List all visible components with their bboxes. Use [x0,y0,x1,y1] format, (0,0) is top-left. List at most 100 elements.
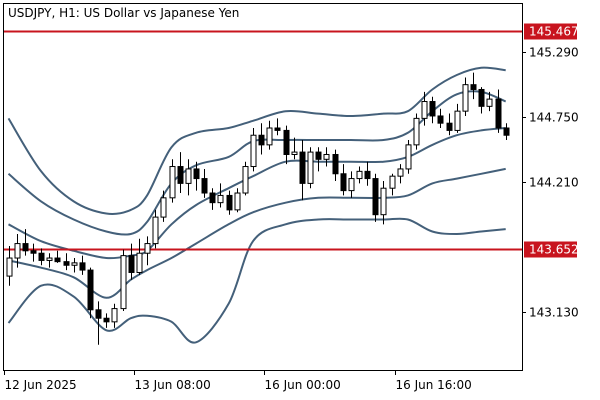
candle [446,113,453,136]
candle-body-bearish [495,98,502,129]
candle [250,128,257,172]
candle-body-bullish [413,117,420,146]
candle [136,238,143,275]
candle [22,229,29,256]
candle-body-bullish [266,127,273,146]
candle-body-bullish [160,197,167,218]
candle [79,255,86,275]
candle [291,137,298,160]
candle [87,267,94,319]
candle [429,96,436,124]
candle-body-bullish [380,187,387,216]
band-inner-lower [8,167,506,299]
candle-body-bearish [177,166,184,184]
candle [372,173,379,222]
candle [120,249,127,312]
candle-body-bullish [120,255,127,310]
candle-body-bearish [87,269,94,311]
candle-body-bearish [95,309,102,319]
y-tick-label: 143.130 [529,306,579,320]
candle [160,190,167,222]
candle [283,125,290,165]
y-tick-label: 144.750 [529,111,579,125]
candle-body-bullish [242,166,249,194]
candle-body-bullish [6,257,13,277]
candle-body-bearish [283,129,290,155]
candle-body-bullish [454,110,461,131]
candle-body-bullish [307,151,314,184]
candle-body-bearish [193,168,200,180]
candle [234,188,241,213]
x-tick-label: 13 Jun 08:00 [135,378,211,392]
candle-body-bearish [429,101,436,117]
x-tick-label: 16 Jun 00:00 [265,378,341,392]
candle [63,253,70,271]
y-tick-label: 145.290 [529,46,579,60]
candle [340,164,347,196]
candle-body-bearish [63,261,70,266]
candle-body-bearish [503,127,510,136]
candle [46,253,53,268]
candle-body-bullish [405,144,412,170]
candle-body-bearish [128,255,135,273]
band-middle [8,127,506,260]
candle-body-bullish [356,170,363,180]
candle [413,113,420,150]
x-tick-label: 12 Jun 2025 [5,378,77,392]
level-label: 143.652 [529,243,579,257]
candle-body-bullish [185,168,192,184]
level-label-box [524,23,577,40]
candle [397,164,404,184]
candle-body-bullish [144,243,151,254]
candle-body-bullish [111,308,118,323]
candle-body-bearish [30,250,37,254]
candle-body-bearish [478,88,485,107]
candle-body-bullish [46,257,53,261]
candle-body-bullish [323,153,330,160]
candle [462,77,469,116]
candle-body-bearish [446,122,453,131]
candle-body-bearish [299,151,306,184]
candle [209,188,216,210]
candle [38,248,45,266]
candle [193,161,200,191]
candle-body-bullish [217,194,224,204]
candle [478,87,485,114]
candle-body-bearish [79,262,86,271]
candle [470,72,477,100]
candle [226,190,233,215]
time-axis: 12 Jun 2025 13 Jun 08:00 16 Jun 00:00 16 Ju… [4,370,472,392]
candle-body-bullish [397,168,404,177]
candle-body-bullish [14,243,21,259]
x-tick-label: 16 Jun 16:00 [396,378,472,392]
candle-body-bearish [201,178,208,194]
candle [30,243,37,262]
band-outer-upper [7,66,506,215]
band-outer-lower [7,217,506,344]
candle [274,118,281,136]
candlestick-series [6,72,510,345]
candle-body-bullish [234,192,241,211]
candle [405,140,412,174]
candle [454,103,461,133]
chart-title: USDJPY, H1: US Dollar vs Japanese Yen [8,6,239,20]
candle [54,250,61,263]
candle [486,91,493,112]
candle [356,166,363,184]
candle-body-bearish [470,84,477,90]
candle [6,245,13,286]
candle [266,120,273,150]
candle-body-bullish [291,151,298,155]
candle-body-bearish [274,127,281,131]
candle [169,159,176,203]
candle-body-bearish [103,317,110,323]
candle [495,89,502,133]
candle [332,149,339,181]
candle [258,123,265,155]
horizontal-levels[interactable]: 145.467 143.652 [4,23,579,258]
candle-body-bullish [421,101,428,119]
candle-body-bullish [136,252,143,273]
candle-body-bearish [340,173,347,192]
candle-body-bullish [152,216,159,245]
